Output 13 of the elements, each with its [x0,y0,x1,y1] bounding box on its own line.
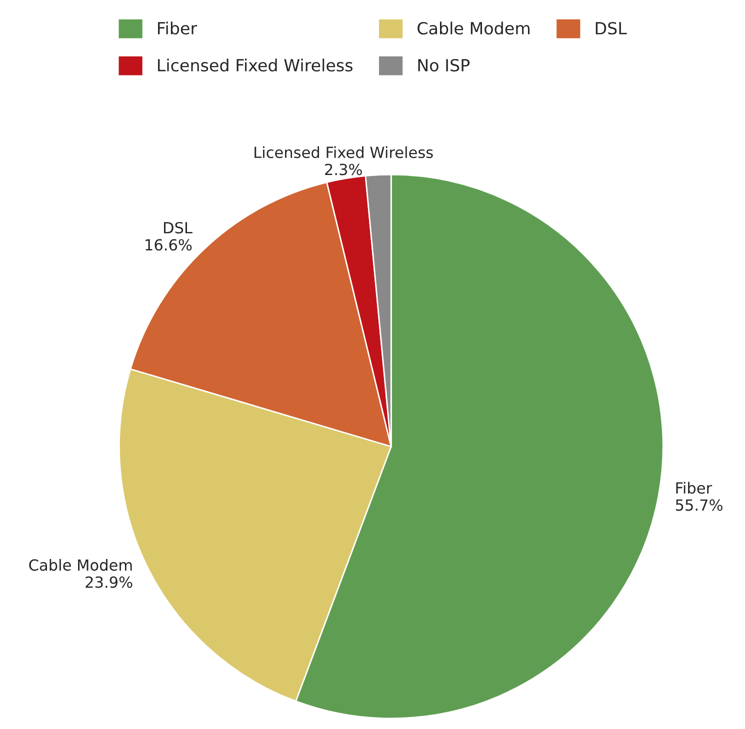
data-label: 23.9% [86,576,132,588]
data-label: 2.3% [325,164,362,176]
legend-label: Fiber [158,22,198,35]
slice-label: Cable Modem [29,559,132,571]
data-label: 16.6% [146,239,192,251]
legend-label: No ISP [418,58,470,72]
legend-label: Licensed Fixed Wireless [158,58,352,72]
legend-label: Cable Modem [418,22,530,35]
slice-label: DSL [164,222,192,234]
data-label: 55.7% [676,499,722,511]
slice-label: Fiber [676,482,712,494]
legend-label: DSL [596,22,627,35]
slice-label: Licensed Fixed Wireless [254,146,433,158]
